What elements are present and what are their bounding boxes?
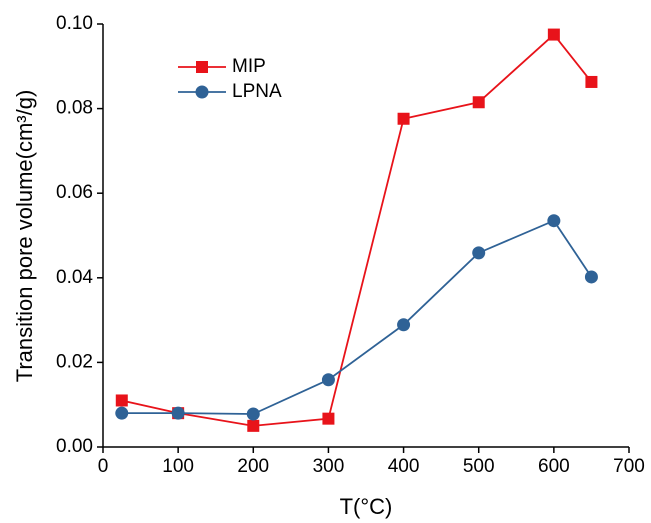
data-point xyxy=(171,406,185,420)
data-point xyxy=(584,270,598,284)
series-line xyxy=(121,219,593,415)
y-axis-label: Transition pore volume(cm³/g) xyxy=(12,90,37,383)
y-tick-label: 0.06 xyxy=(56,182,93,203)
data-point xyxy=(322,412,335,425)
data-point xyxy=(472,96,485,109)
x-axis-label: T(°C) xyxy=(340,494,393,519)
x-tick-label: 400 xyxy=(388,456,420,477)
x-tick-label: 500 xyxy=(463,456,495,477)
y-tick-label: 0.00 xyxy=(56,436,93,457)
data-point xyxy=(397,318,411,332)
legend-label: MIP xyxy=(232,56,266,77)
data-point xyxy=(547,28,560,41)
data-point xyxy=(247,419,260,432)
legend-marker xyxy=(196,61,208,73)
x-tick-label: 0 xyxy=(98,456,109,477)
x-tick-label: 100 xyxy=(162,456,194,477)
x-tick-label: 600 xyxy=(538,456,570,477)
data-point xyxy=(397,112,410,125)
data-point xyxy=(472,246,486,260)
data-point xyxy=(115,394,128,407)
legend-marker xyxy=(195,85,209,99)
x-tick-label: 200 xyxy=(237,456,269,477)
series-line xyxy=(121,33,593,427)
data-point xyxy=(585,75,598,88)
data-point xyxy=(321,373,335,387)
data-point xyxy=(115,406,129,420)
y-tick-label: 0.10 xyxy=(56,13,93,34)
y-tick-label: 0.04 xyxy=(56,267,93,288)
data-point xyxy=(246,407,260,421)
y-tick-label: 0.08 xyxy=(56,98,93,119)
y-tick-label: 0.02 xyxy=(56,351,93,372)
x-tick-label: 700 xyxy=(613,456,645,477)
data-point xyxy=(547,214,561,228)
legend-label: LPNA xyxy=(232,81,282,102)
x-tick-label: 300 xyxy=(313,456,345,477)
